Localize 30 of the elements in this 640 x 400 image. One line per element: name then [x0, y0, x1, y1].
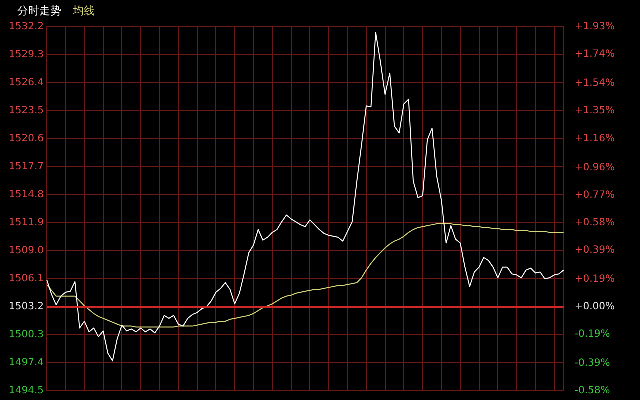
y-tick-label: 1506.1: [8, 274, 44, 285]
y2-tick-label: +0.39%: [574, 244, 616, 256]
y-tick-label: 1532.2: [8, 22, 44, 33]
text: 均线: [72, 4, 95, 18]
y2-tick-label: +0.19%: [574, 274, 616, 285]
y-tick-label: 1494.5: [8, 386, 44, 397]
y-tick-label: 1526.4: [8, 78, 44, 89]
y-tick-label: 1514.8: [8, 190, 44, 201]
y2-tick-label: +1.54%: [574, 78, 616, 90]
y-tick-label: 1517.7: [8, 162, 44, 173]
text: 分时走势: [18, 4, 62, 18]
y2-tick-label: +0.77%: [574, 190, 616, 201]
y2-tick-label: +1.16%: [574, 133, 616, 144]
y-tick-label: 1509.0: [8, 246, 44, 257]
y2-tick-label: +1.35%: [574, 106, 616, 117]
y-tick-label: 1497.4: [8, 358, 44, 369]
y-tick-label: 1529.3: [8, 50, 44, 61]
y2-tick-label: +0.58%: [574, 217, 616, 228]
y-tick-label: 1500.3: [8, 330, 44, 341]
y2-tick-label: -0.39%: [574, 358, 610, 370]
y2-tick-label: +0.96%: [574, 162, 616, 174]
y2-tick-label: -0.58%: [574, 386, 610, 397]
y-tick-label: 1511.9: [8, 218, 44, 229]
y2-tick-label: +1.74%: [574, 49, 616, 60]
y2-tick-label: +0.00%: [574, 301, 616, 312]
y2-tick-label: +1.93%: [574, 22, 616, 33]
y-tick-label: 1520.6: [8, 134, 44, 145]
y2-tick-label: -0.19%: [574, 329, 610, 340]
y-tick-label: 1503.2: [8, 302, 44, 313]
y-tick-label: 1523.5: [8, 106, 44, 117]
